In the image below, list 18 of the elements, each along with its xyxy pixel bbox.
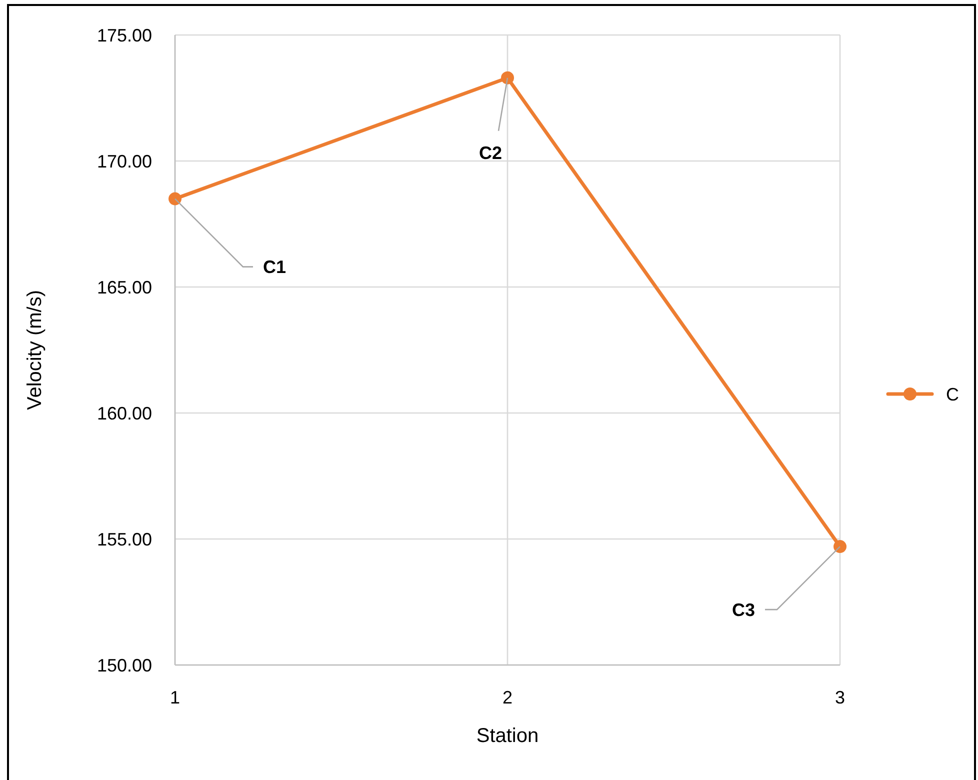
x-tick-label: 1 [170, 687, 180, 708]
x-tick-label: 3 [834, 687, 846, 708]
point [168, 192, 182, 206]
x-tick-label: 2 [502, 687, 513, 708]
y-tick-label: 170.00 [96, 151, 152, 172]
y-tick-label: 150.00 [96, 655, 152, 676]
legend-label: C [946, 384, 959, 404]
y-tick-label: 155.00 [96, 529, 152, 550]
point [834, 540, 846, 554]
data-label: C3 [732, 600, 755, 620]
x-axis-title: Station [476, 725, 539, 747]
data-label: C1 [263, 257, 286, 278]
y-tick-label: 165.00 [96, 277, 152, 298]
point [501, 71, 514, 84]
data-label: C2 [478, 143, 502, 164]
y-tick-label: 160.00 [96, 403, 152, 424]
y-axis-title: Velocity (m/s) [24, 290, 46, 410]
y-tick-label: 175.00 [96, 25, 152, 46]
